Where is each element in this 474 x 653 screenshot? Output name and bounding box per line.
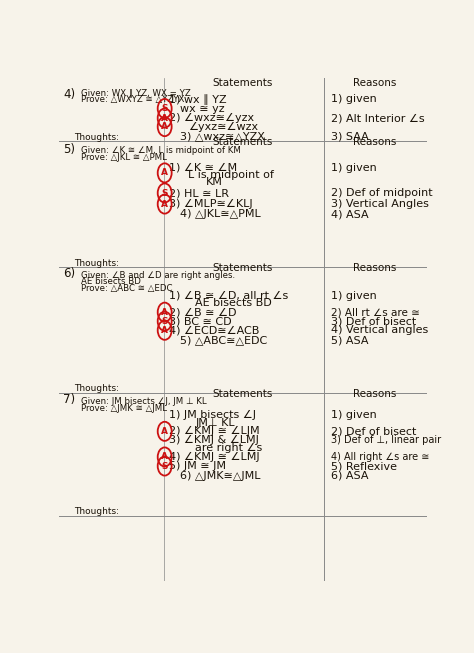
Text: S: S (162, 104, 168, 113)
Text: JM⊥ KL: JM⊥ KL (195, 418, 235, 428)
Text: 3) SAA: 3) SAA (331, 131, 369, 141)
Text: Given: ∠B and ∠D are right angles.: Given: ∠B and ∠D are right angles. (82, 271, 236, 280)
Text: 2) Alt Interior ∠s: 2) Alt Interior ∠s (331, 113, 425, 123)
Text: Thoughts:: Thoughts: (74, 259, 119, 268)
Text: 2) ∠KMJ ≅ ∠LJM: 2) ∠KMJ ≅ ∠LJM (169, 426, 260, 436)
Text: 4) ∠ECD≅∠ACB: 4) ∠ECD≅∠ACB (169, 325, 260, 335)
Text: Thoughts:: Thoughts: (74, 384, 119, 393)
Text: 1) JM bisects ∠J: 1) JM bisects ∠J (169, 410, 256, 421)
Text: 1) given: 1) given (331, 163, 377, 173)
Text: Prove: △ABC ≅ △EDC: Prove: △ABC ≅ △EDC (82, 284, 173, 293)
Text: L is midpoint of: L is midpoint of (188, 170, 273, 180)
Text: 3) △wxz≅△YZX: 3) △wxz≅△YZX (181, 131, 265, 141)
Text: AE bisects BD: AE bisects BD (195, 298, 272, 308)
Text: Reasons: Reasons (354, 263, 397, 273)
Text: A: A (161, 122, 168, 131)
Text: Prove: △WXYZ ≅ △YZYX: Prove: △WXYZ ≅ △YZYX (82, 95, 185, 104)
Text: 1) given: 1) given (331, 95, 377, 104)
Text: Thoughts:: Thoughts: (74, 507, 119, 517)
Text: 1) given: 1) given (331, 410, 377, 421)
Text: Given: WX ∥ YZ, WX = YZ: Given: WX ∥ YZ, WX = YZ (82, 88, 191, 97)
Text: Reasons: Reasons (354, 137, 397, 147)
Text: 5) ASA: 5) ASA (331, 336, 369, 345)
Text: Reasons: Reasons (354, 78, 397, 88)
Text: 2) ∠wxz≅∠yzx: 2) ∠wxz≅∠yzx (169, 113, 255, 123)
Text: 2) ∠B ≅ ∠D: 2) ∠B ≅ ∠D (169, 307, 237, 317)
Text: A: A (161, 168, 168, 178)
Text: S: S (162, 317, 168, 326)
Text: Statements: Statements (213, 78, 273, 88)
Text: AE bisects BD: AE bisects BD (82, 278, 141, 287)
Text: 7): 7) (63, 392, 75, 406)
Text: 4) ∠KMJ ≅ ∠LMJ: 4) ∠KMJ ≅ ∠LMJ (169, 452, 260, 462)
Text: 4) △JKL≅△PML: 4) △JKL≅△PML (181, 209, 261, 219)
Text: A: A (161, 326, 168, 335)
Text: 6) △JMK≅△JML: 6) △JMK≅△JML (181, 471, 261, 481)
Text: Statements: Statements (213, 137, 273, 147)
Text: 4) Vertical angles: 4) Vertical angles (331, 325, 428, 335)
Text: 4): 4) (63, 88, 75, 101)
Text: 5) JM ≅ JM: 5) JM ≅ JM (169, 461, 227, 471)
Text: Thoughts:: Thoughts: (74, 133, 119, 142)
Text: A: A (161, 453, 168, 462)
Text: 1) wx ∥ YZ: 1) wx ∥ YZ (169, 94, 227, 105)
Text: Prove: △JMK ≅ △JML: Prove: △JMK ≅ △JML (82, 404, 167, 413)
Text: 3) Def of ⊥, linear pair: 3) Def of ⊥, linear pair (331, 436, 441, 445)
Text: 4) ASA: 4) ASA (331, 209, 369, 219)
Text: 4) All right ∠s are ≅: 4) All right ∠s are ≅ (331, 452, 429, 462)
Text: 6): 6) (63, 267, 75, 280)
Text: A: A (161, 114, 168, 123)
Text: wx ≅ yz: wx ≅ yz (181, 104, 225, 114)
Text: 3) ∠KMJ & ∠LMJ: 3) ∠KMJ & ∠LMJ (169, 436, 259, 445)
Text: 5) △ABC≅△EDC: 5) △ABC≅△EDC (181, 336, 268, 345)
Text: A: A (161, 308, 168, 317)
Text: 2) Def of bisect: 2) Def of bisect (331, 426, 417, 436)
Text: S: S (162, 189, 168, 197)
Text: A: A (161, 200, 168, 208)
Text: are right ∠s: are right ∠s (195, 443, 263, 453)
Text: 3) ∠MLP≅∠KLJ: 3) ∠MLP≅∠KLJ (169, 199, 253, 209)
Text: 3) Vertical Angles: 3) Vertical Angles (331, 199, 429, 209)
Text: Statements: Statements (213, 389, 273, 398)
Text: A: A (161, 427, 168, 436)
Text: Statements: Statements (213, 263, 273, 273)
Text: 2) HL ≅ LR: 2) HL ≅ LR (169, 188, 229, 198)
Text: Given: ∠K ≅ ∠M, L is midpoint of KM: Given: ∠K ≅ ∠M, L is midpoint of KM (82, 146, 241, 155)
Text: 5) Reflexive: 5) Reflexive (331, 461, 397, 471)
Text: Prove: △JKL ≅ △PML: Prove: △JKL ≅ △PML (82, 153, 167, 162)
Text: 5): 5) (63, 143, 75, 156)
Text: 3) BC ≅ CD: 3) BC ≅ CD (169, 316, 232, 326)
Text: 6) ASA: 6) ASA (331, 471, 369, 481)
Text: 2) All rt ∠s are ≅: 2) All rt ∠s are ≅ (331, 307, 420, 317)
Text: 2) Def of midpoint: 2) Def of midpoint (331, 188, 433, 198)
Text: KM: KM (206, 178, 223, 187)
Text: 1) given: 1) given (331, 291, 377, 300)
Text: 1) ∠K ≅ ∠M: 1) ∠K ≅ ∠M (169, 163, 237, 173)
Text: 3) Def of bisect: 3) Def of bisect (331, 316, 416, 326)
Text: ∠yxz≅∠wzx: ∠yxz≅∠wzx (188, 121, 258, 132)
Text: S: S (162, 462, 168, 471)
Text: Given: JM bisects ∠J, JM ⊥ KL: Given: JM bisects ∠J, JM ⊥ KL (82, 396, 207, 406)
Text: 1) ∠B ≅ ∠D, all rt ∠s: 1) ∠B ≅ ∠D, all rt ∠s (169, 291, 289, 300)
Text: Reasons: Reasons (354, 389, 397, 398)
